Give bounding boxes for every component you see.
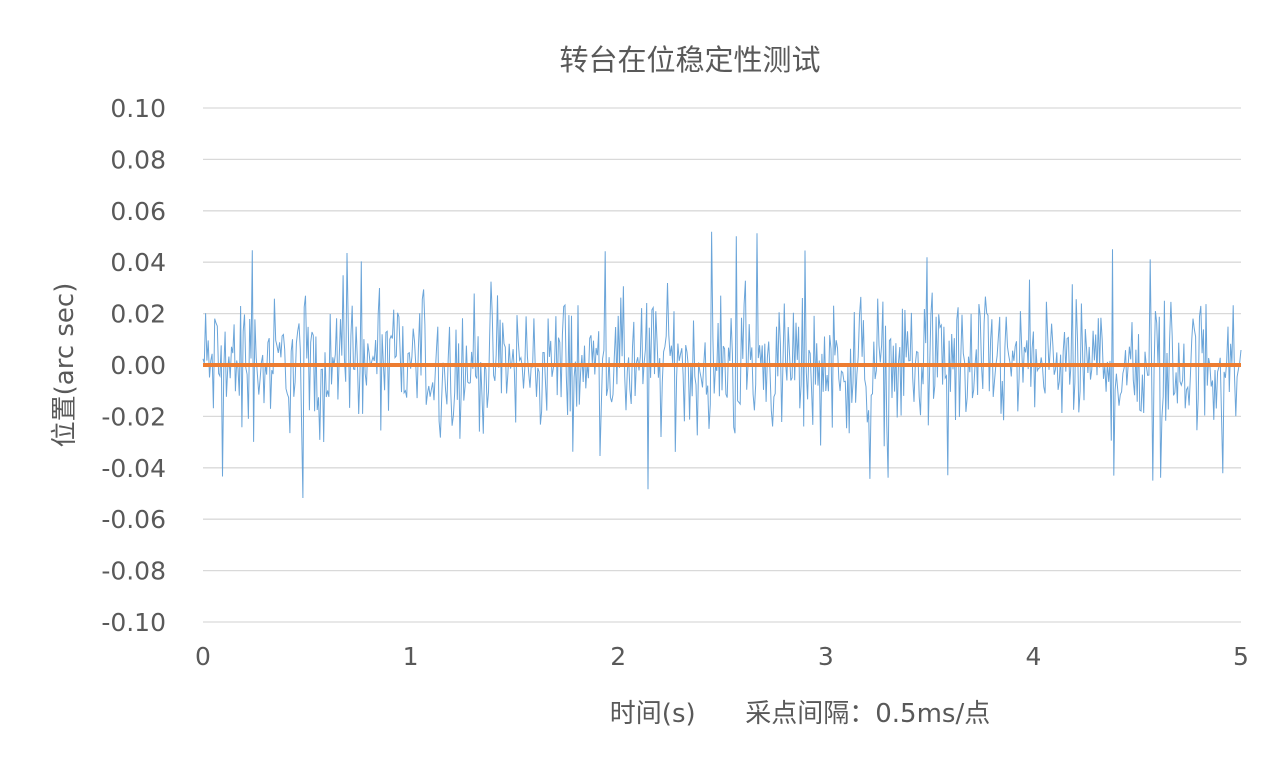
series-measured-line bbox=[202, 231, 1242, 499]
y-tick-label: -0.02 bbox=[101, 402, 166, 431]
x-tick-label: 5 bbox=[1233, 642, 1249, 671]
y-tick-label: 0.02 bbox=[110, 300, 166, 329]
x-tick-label: 3 bbox=[818, 642, 834, 671]
y-tick-label: 0.04 bbox=[110, 248, 166, 277]
series-layer bbox=[202, 231, 1242, 499]
y-tick-label: 0.10 bbox=[110, 94, 166, 123]
x-tick-label: 1 bbox=[403, 642, 419, 671]
y-tick-label: 0.06 bbox=[110, 197, 166, 226]
y-tick-label: -0.04 bbox=[101, 454, 166, 483]
y-tick-label: 0.08 bbox=[110, 145, 166, 174]
y-tick-label: -0.10 bbox=[101, 608, 166, 637]
x-axis-ticks: 0 1 2 3 4 5 bbox=[195, 642, 1249, 671]
chart-title: 转台在位稳定性测试 bbox=[559, 43, 820, 77]
x-axis-title: 时间(s) 采点间隔：0.5ms/点 bbox=[610, 699, 990, 729]
x-tick-label: 2 bbox=[610, 642, 626, 671]
x-tick-label: 4 bbox=[1025, 642, 1041, 671]
y-tick-label: -0.06 bbox=[101, 505, 166, 534]
x-tick-label: 0 bbox=[195, 642, 211, 671]
y-axis-ticks: 0.10 0.08 0.06 0.04 0.02 0.00 -0.02 -0.04 -0.06 -… bbox=[101, 94, 166, 637]
y-tick-label: 0.00 bbox=[110, 351, 166, 380]
y-tick-label: -0.08 bbox=[101, 557, 166, 586]
y-axis-title: 位置(arc sec) bbox=[50, 283, 80, 448]
